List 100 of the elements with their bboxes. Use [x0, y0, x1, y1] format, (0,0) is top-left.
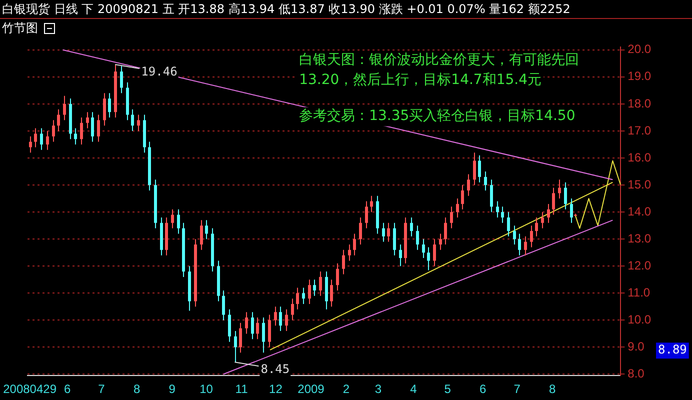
- candlestick: [496, 200, 499, 218]
- candlestick: [313, 279, 316, 296]
- candlestick: [234, 330, 237, 363]
- candlestick: [399, 244, 402, 267]
- candlestick: [484, 171, 487, 191]
- y-tick-label: 19.0: [628, 69, 652, 84]
- x-tick-label: 7: [514, 382, 521, 396]
- candlestick: [296, 287, 299, 310]
- candlestick: [200, 220, 203, 250]
- x-tick-label: 20080429: [3, 382, 57, 396]
- candlestick: [319, 271, 322, 296]
- candlestick: [137, 114, 140, 132]
- candlestick: [171, 208, 174, 229]
- candlestick: [456, 198, 459, 218]
- candlestick: [29, 136, 32, 154]
- candlestick: [382, 222, 385, 242]
- x-tick-label: 5: [444, 382, 452, 396]
- candlestick: [558, 179, 561, 200]
- candlestick: [564, 182, 567, 210]
- candlestick: [422, 238, 425, 259]
- x-tick-label: 8: [133, 382, 140, 396]
- candlestick: [97, 114, 100, 142]
- candlestick: [120, 66, 123, 94]
- candlestick: [222, 290, 225, 321]
- y-tick-label: 20.0: [628, 42, 652, 56]
- candlestick: [410, 216, 413, 237]
- y-tick-label: 8.0: [628, 366, 645, 381]
- y-tick-label: 14.0: [628, 204, 652, 218]
- candlestick: [34, 128, 37, 148]
- candlestick: [365, 200, 368, 229]
- candlestick: [205, 220, 208, 240]
- candlestick: [427, 246, 430, 271]
- annotation: 白银天图：银价波动比金价更大，有可能先回13.20，然后上行，目标14.7和15.4元: [299, 52, 580, 88]
- candlestick: [279, 306, 282, 332]
- y-tick-label: 12.0: [628, 258, 652, 272]
- candlestick: [308, 279, 311, 304]
- y-tick-label: 13.0: [628, 231, 652, 246]
- candlestick: [131, 108, 134, 132]
- candlestick: [501, 206, 504, 224]
- candlestick: [387, 222, 390, 242]
- candlestick: [541, 212, 544, 229]
- candlestick: [433, 238, 436, 267]
- y-tick-label: 17.0: [628, 123, 652, 138]
- y-tick-label: 15.0: [628, 177, 652, 192]
- candlestick: [330, 279, 333, 308]
- candlestick: [46, 130, 49, 150]
- candlestick: [63, 95, 66, 121]
- chart-title: 白银现货 日线 下 20090821 五 开13.88 高13.94 低13.87 收13.90 涨跌 +0.01 0.07% 量162 额2252: [0, 0, 692, 19]
- candlestick: [416, 225, 419, 250]
- candlestick: [513, 225, 516, 246]
- candlestick: [535, 216, 538, 237]
- candlestick: [524, 236, 527, 256]
- x-tick-label: 9: [168, 382, 176, 396]
- candlestick: [393, 222, 396, 256]
- candlestick: [291, 298, 294, 321]
- candlestick: [228, 308, 231, 342]
- candlestick: [359, 216, 362, 246]
- candlestick: [86, 112, 89, 129]
- annotation: 参考交易：13.35买入轻仓白银，目标14.50: [299, 108, 576, 124]
- candlestick: [490, 179, 493, 213]
- x-tick-label: 4: [410, 382, 418, 396]
- x-tick-label: 2009: [298, 382, 325, 396]
- candlestick: [302, 287, 305, 304]
- annotation: 19.46: [141, 64, 178, 79]
- x-tick-label: 2: [342, 382, 350, 396]
- y-tick-label: 18.0: [628, 96, 652, 110]
- candlestick: [74, 128, 77, 146]
- candlestick: [353, 233, 356, 256]
- candlestick: [274, 306, 277, 326]
- candlestick: [547, 203, 550, 224]
- candlestick: [478, 154, 481, 183]
- y-tick-label: 16.0: [628, 150, 652, 164]
- candlestick: [461, 184, 464, 210]
- candlestick: [552, 187, 555, 216]
- candlestick: [52, 120, 55, 142]
- candlestick: [262, 316, 265, 354]
- x-tick-label: 6: [64, 382, 72, 396]
- y-tick-label: 9.0: [628, 340, 645, 354]
- y-tick-label: 11.0: [628, 285, 650, 300]
- candlestick: [177, 208, 180, 234]
- candlestick: [348, 244, 351, 262]
- x-tick-label: 10: [200, 382, 214, 396]
- x-tick-label: 3: [374, 382, 382, 396]
- candlestick: [268, 314, 271, 348]
- x-tick-label: 8: [548, 382, 556, 396]
- annotation: 8.45: [260, 362, 290, 376]
- candlestick: [507, 212, 510, 237]
- candlestick: [450, 206, 453, 229]
- candlestick: [467, 174, 470, 196]
- candlestick: [80, 116, 83, 146]
- candlestick: [245, 312, 248, 334]
- text: 8.89: [658, 342, 687, 357]
- chart-subtitle: 竹节图: [2, 20, 38, 37]
- candlestick: [91, 112, 94, 142]
- candlestick: [251, 312, 254, 340]
- x-tick-label: 7: [98, 382, 106, 396]
- candlestick: [439, 233, 442, 250]
- candlestick: [336, 262, 339, 291]
- candlestick: [57, 108, 60, 132]
- y-tick-label: 10.0: [628, 312, 652, 327]
